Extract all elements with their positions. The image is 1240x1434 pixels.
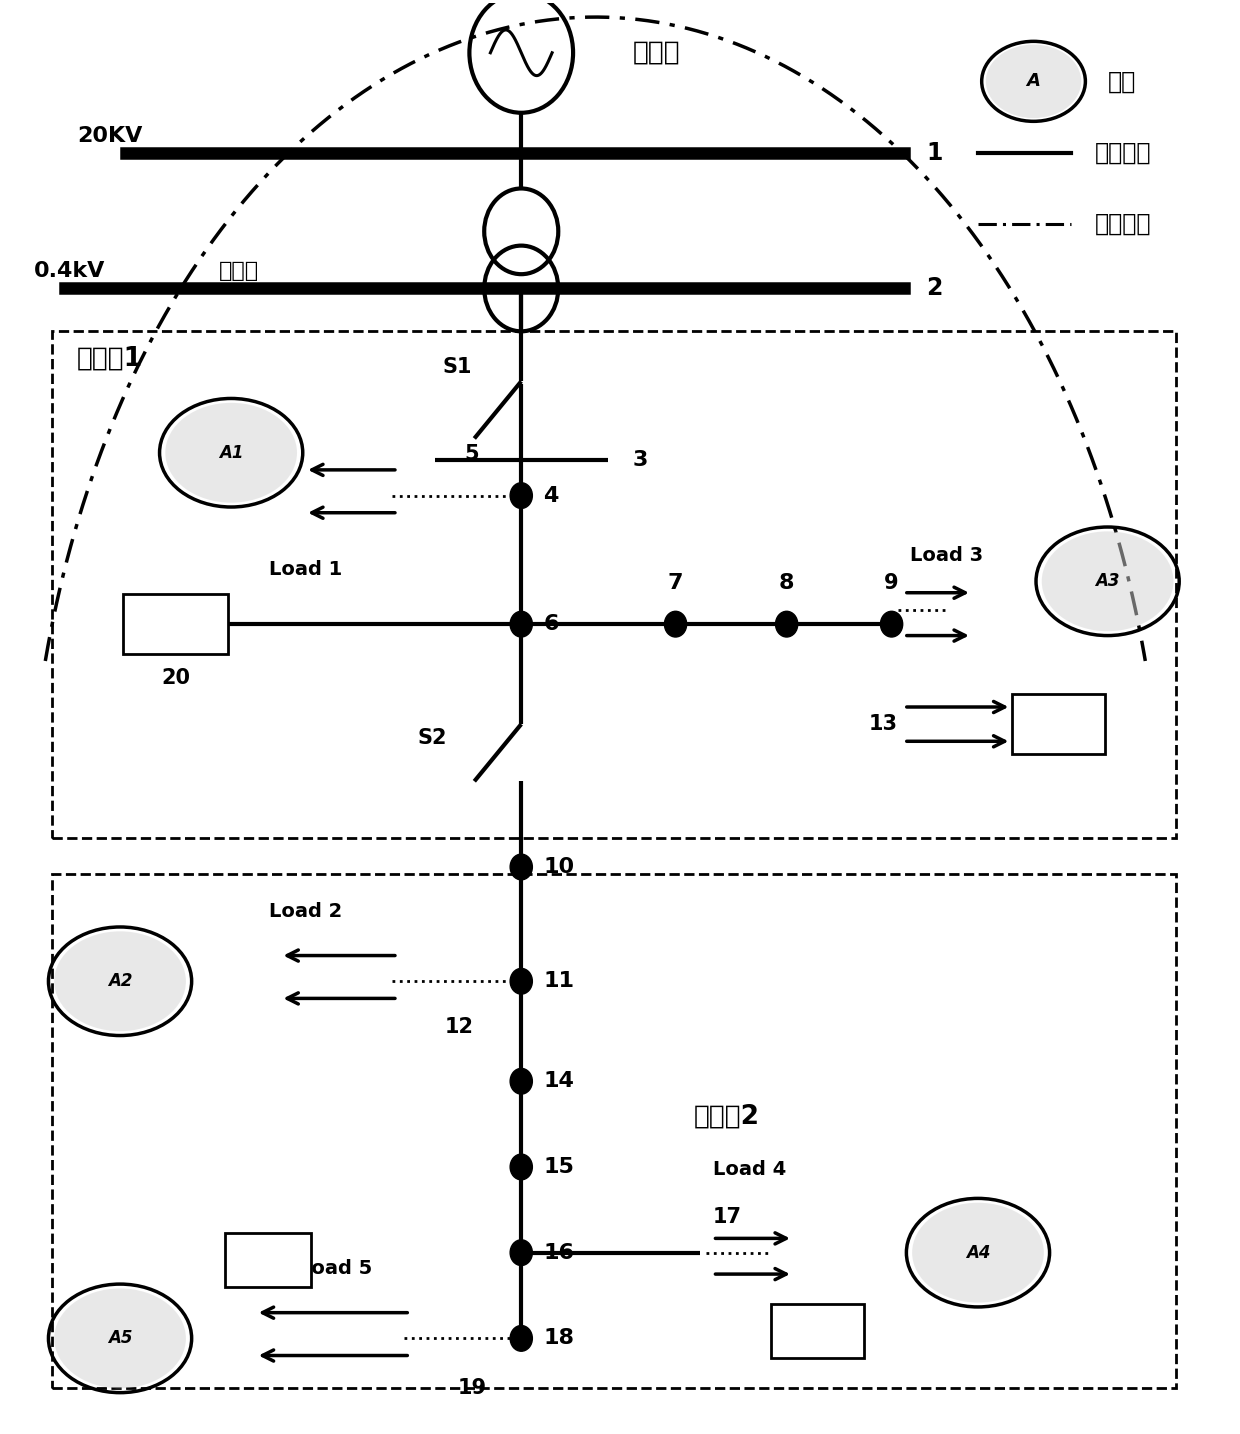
Text: 微电网: 微电网	[218, 261, 259, 281]
Text: WT: WT	[159, 615, 193, 634]
Circle shape	[510, 611, 532, 637]
Text: 11: 11	[543, 971, 574, 991]
Bar	[771, 1304, 864, 1358]
Text: 19: 19	[458, 1378, 486, 1398]
Text: 20KV: 20KV	[77, 126, 143, 146]
Text: 18: 18	[543, 1328, 574, 1348]
Text: 12: 12	[445, 1017, 474, 1037]
Text: 13: 13	[869, 714, 898, 734]
Text: 0.4kV: 0.4kV	[33, 261, 105, 281]
Text: 5: 5	[465, 445, 479, 465]
Text: Load 3: Load 3	[910, 546, 983, 565]
Text: S1: S1	[443, 357, 472, 377]
Circle shape	[880, 611, 903, 637]
Text: 9: 9	[884, 572, 899, 592]
Text: PV: PV	[802, 1322, 832, 1341]
Text: 4: 4	[543, 486, 559, 506]
Bar	[224, 1233, 311, 1286]
Text: A1: A1	[219, 443, 243, 462]
Ellipse shape	[55, 1288, 186, 1388]
Text: S2: S2	[418, 728, 448, 749]
Text: 15: 15	[543, 1157, 574, 1177]
Text: A2: A2	[108, 972, 133, 991]
Text: Load 1: Load 1	[269, 559, 342, 579]
Ellipse shape	[55, 931, 186, 1031]
Circle shape	[510, 855, 532, 880]
Bar	[123, 594, 228, 654]
Text: 代理: 代理	[1107, 69, 1136, 93]
Text: Load 5: Load 5	[299, 1259, 373, 1278]
Circle shape	[510, 1154, 532, 1180]
Ellipse shape	[913, 1203, 1044, 1302]
Text: 微电网2: 微电网2	[694, 1104, 760, 1130]
Text: 3: 3	[632, 450, 647, 470]
Circle shape	[510, 968, 532, 994]
Text: MH: MH	[252, 1250, 285, 1269]
Text: A5: A5	[108, 1329, 133, 1348]
Bar	[52, 331, 1176, 839]
Text: 微电网1: 微电网1	[77, 346, 143, 371]
Text: 2: 2	[926, 277, 942, 301]
Text: 电力线路: 电力线路	[1095, 141, 1152, 165]
Circle shape	[510, 483, 532, 509]
Text: 16: 16	[543, 1243, 574, 1263]
Ellipse shape	[165, 403, 298, 503]
Circle shape	[775, 611, 797, 637]
Text: Load 2: Load 2	[269, 902, 342, 921]
Text: 6: 6	[543, 614, 559, 634]
Text: 17: 17	[713, 1207, 742, 1228]
Circle shape	[665, 611, 687, 637]
Text: Load 4: Load 4	[713, 1160, 786, 1179]
Text: 主电网: 主电网	[632, 40, 680, 66]
Ellipse shape	[1042, 532, 1173, 631]
Circle shape	[510, 1325, 532, 1351]
Circle shape	[510, 1068, 532, 1094]
Text: 10: 10	[543, 858, 574, 878]
Text: 通信线路: 通信线路	[1095, 212, 1152, 237]
Text: A: A	[1027, 72, 1040, 90]
Text: 8: 8	[779, 572, 795, 592]
Text: 7: 7	[668, 572, 683, 592]
Text: MT: MT	[1042, 714, 1075, 734]
Text: A4: A4	[966, 1243, 991, 1262]
Bar	[52, 875, 1176, 1388]
Bar	[1012, 694, 1105, 754]
Text: A3: A3	[1095, 572, 1120, 591]
Circle shape	[510, 1240, 532, 1266]
Text: 1: 1	[926, 141, 942, 165]
Text: 20: 20	[161, 668, 190, 688]
Ellipse shape	[986, 44, 1081, 118]
Text: 14: 14	[543, 1071, 574, 1091]
